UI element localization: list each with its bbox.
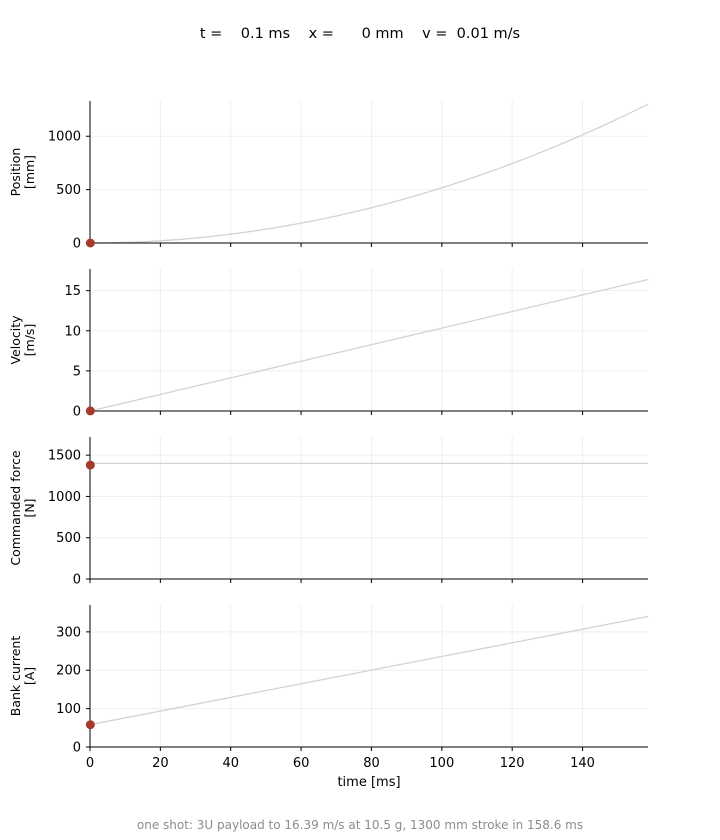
position-label: x =	[308, 26, 334, 42]
live-readout: t = 0.1 ms x = 0 mm v = 0.01 m/s	[0, 26, 720, 42]
y-axis-label: Commanded force	[8, 450, 23, 566]
shot-summary-caption: one shot: 3U payload to 16.39 m/s at 10.…	[136, 818, 584, 832]
y-axis-label: Bank current	[8, 636, 23, 717]
time-label: t =	[199, 26, 223, 42]
y-tick-label: 1500	[48, 449, 81, 464]
series-line-2	[89, 278, 649, 412]
y-tick-label: 0	[73, 237, 81, 252]
x-tick-label: 40	[222, 756, 239, 771]
y-tick-label: 1000	[48, 490, 81, 505]
x-tick-label: 140	[570, 756, 595, 771]
y-tick-label: 500	[56, 183, 81, 198]
y-tick-label: 500	[56, 531, 81, 546]
series-line-1	[90, 103, 649, 244]
y-tick-label: 1000	[48, 130, 81, 145]
current-time-marker	[85, 406, 95, 416]
series-line-4	[89, 615, 649, 726]
x-tick-label: 80	[363, 756, 380, 771]
x-tick-label: 100	[429, 756, 454, 771]
y-axis-label: [N]	[22, 498, 37, 517]
x-axis-label: time [ms]	[337, 775, 400, 790]
y-tick-label: 15	[64, 284, 81, 299]
current-time-marker	[85, 238, 95, 248]
y-tick-label: 200	[56, 664, 81, 679]
x-tick-label: 0	[86, 756, 94, 771]
y-tick-label: 10	[64, 324, 81, 339]
y-axis-label: Position	[8, 148, 23, 197]
x-tick-label: 20	[152, 756, 169, 771]
time-value: 0.1 ms	[240, 26, 291, 42]
y-tick-label: 5	[73, 364, 81, 379]
y-axis-label: [mm]	[22, 155, 37, 189]
position-value: 0 mm	[361, 26, 404, 42]
current-time-marker	[85, 460, 95, 470]
y-tick-label: 0	[73, 741, 81, 756]
x-tick-label: 60	[293, 756, 310, 771]
y-tick-label: 100	[56, 702, 81, 717]
y-axis-label: [A]	[22, 667, 37, 685]
y-tick-label: 0	[73, 573, 81, 588]
y-tick-label: 0	[73, 405, 81, 420]
velocity-label: v =	[422, 26, 448, 42]
velocity-value: 0.01 m/s	[456, 26, 521, 42]
x-tick-label: 120	[500, 756, 525, 771]
y-axis-label: [m/s]	[22, 324, 37, 357]
y-tick-label: 300	[56, 625, 81, 640]
current-time-marker	[85, 720, 95, 730]
y-axis-label: Velocity	[8, 315, 23, 365]
